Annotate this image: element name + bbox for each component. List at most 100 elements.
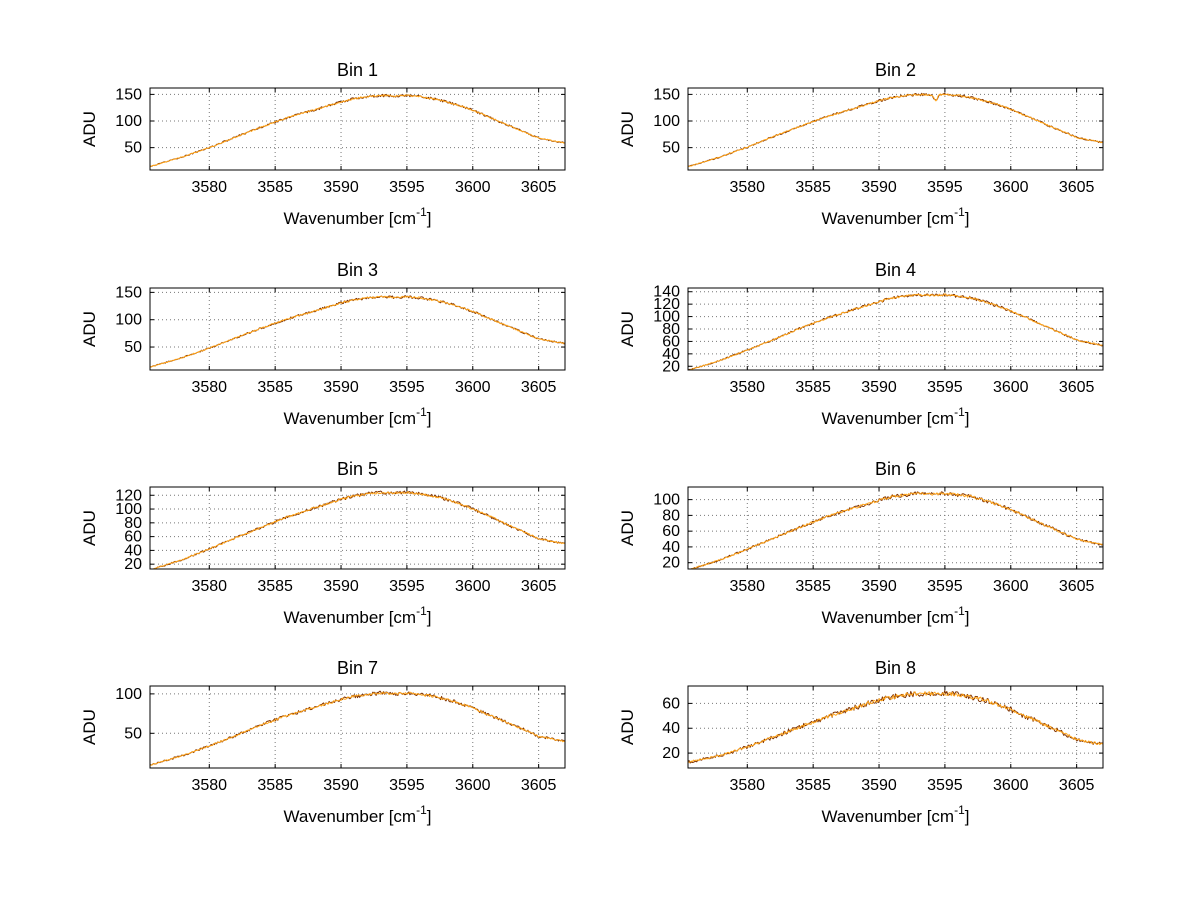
x-tick-label: 3580 <box>191 379 227 396</box>
series-group <box>150 490 565 569</box>
y-tick-label: 140 <box>653 284 680 301</box>
x-axis-label-base: Wavenumber [cm <box>284 209 417 228</box>
tick-marks <box>150 288 565 370</box>
grid <box>688 686 1103 768</box>
x-tick-label: 3595 <box>927 777 963 794</box>
x-axis-label: Wavenumber [cm-1] <box>822 405 970 428</box>
x-tick-label: 3595 <box>389 777 425 794</box>
x-tick-label: 3580 <box>729 179 765 196</box>
x-axis-label-close: ] <box>965 807 970 826</box>
subplot-bin-3: 3580 3585 3590 3595 3600 3605 50 100 150 Bin 3 ADU… <box>80 260 566 428</box>
y-tick-label: 100 <box>653 492 680 509</box>
x-axis-label-base: Wavenumber [cm <box>822 409 955 428</box>
y-tick-label: 100 <box>115 312 142 329</box>
series-line-main <box>150 94 565 167</box>
series-line-main <box>688 293 1103 370</box>
x-tick-label: 3595 <box>927 179 963 196</box>
axes-box <box>687 87 1104 171</box>
x-tick-label: 3580 <box>191 179 227 196</box>
x-tick-label: 3580 <box>191 777 227 794</box>
x-tick-label: 3585 <box>257 179 293 196</box>
y-tick-label: 100 <box>115 686 142 703</box>
y-axis-label: ADU <box>618 709 637 745</box>
y-tick-label: 80 <box>662 507 680 524</box>
x-tick-label: 3585 <box>795 578 831 595</box>
y-tick-label: 60 <box>124 529 142 546</box>
y-axis-label: ADU <box>618 311 637 347</box>
x-tick-label: 3580 <box>729 578 765 595</box>
y-tick-label: 100 <box>653 309 680 326</box>
y-tick-label: 100 <box>115 113 142 130</box>
x-axis-label: Wavenumber [cm-1] <box>284 205 432 228</box>
series-line-under <box>150 690 565 766</box>
x-tick-label: 3590 <box>323 379 359 396</box>
grid <box>150 686 565 768</box>
x-tick-label: 3600 <box>993 379 1029 396</box>
y-tick-label: 100 <box>115 501 142 518</box>
x-axis-label-base: Wavenumber [cm <box>284 409 417 428</box>
axes-box <box>149 486 566 570</box>
y-tick-label: 40 <box>662 346 680 363</box>
x-tick-label: 3600 <box>993 578 1029 595</box>
series-line-main <box>688 691 1103 763</box>
y-tick-label: 80 <box>124 515 142 532</box>
x-tick-label: 3600 <box>993 777 1029 794</box>
chart-title: Bin 1 <box>337 60 378 80</box>
x-axis-label-base: Wavenumber [cm <box>822 807 955 826</box>
y-tick-label: 150 <box>115 86 142 103</box>
x-tick-label: 3605 <box>521 379 557 396</box>
x-tick-label: 3580 <box>191 578 227 595</box>
subplot-bin-8: 3580 3585 3590 3595 3600 3605 20 40 60 Bin 8 ADU Wa… <box>618 658 1104 826</box>
x-axis-label-superscript: -1 <box>954 604 965 618</box>
grid <box>688 88 1103 170</box>
y-tick-label: 150 <box>115 284 142 301</box>
axes-box <box>149 87 566 171</box>
x-tick-label: 3590 <box>323 578 359 595</box>
grid <box>150 288 565 370</box>
x-axis-label: Wavenumber [cm-1] <box>284 405 432 428</box>
y-axis-label: ADU <box>618 111 637 147</box>
y-axis-label: ADU <box>80 111 99 147</box>
x-tick-label: 3600 <box>455 777 491 794</box>
chart-title: Bin 8 <box>875 658 916 678</box>
x-tick-label: 3585 <box>257 777 293 794</box>
x-tick-label: 3590 <box>323 777 359 794</box>
y-tick-label: 60 <box>662 695 680 712</box>
x-axis-label-superscript: -1 <box>416 803 427 817</box>
axes-box <box>149 287 566 371</box>
series-line-under <box>688 92 1103 167</box>
x-tick-label: 3605 <box>1059 777 1095 794</box>
tick-marks <box>150 686 565 768</box>
y-tick-label: 20 <box>662 555 680 572</box>
y-tick-label: 60 <box>662 523 680 540</box>
x-axis-label-close: ] <box>427 608 432 627</box>
y-tick-label: 120 <box>653 296 680 313</box>
x-tick-label: 3595 <box>389 379 425 396</box>
x-axis-label-superscript: -1 <box>954 205 965 219</box>
x-tick-label: 3595 <box>927 379 963 396</box>
x-tick-label: 3585 <box>795 179 831 196</box>
series-line-under <box>150 295 565 368</box>
x-axis-label-base: Wavenumber [cm <box>284 807 417 826</box>
x-axis-label-superscript: -1 <box>416 604 427 618</box>
y-axis-label: ADU <box>618 510 637 546</box>
y-tick-label: 50 <box>662 140 680 157</box>
x-axis-label: Wavenumber [cm-1] <box>822 803 970 826</box>
series-group <box>150 295 565 368</box>
tick-marks <box>150 487 565 569</box>
y-tick-label: 40 <box>662 539 680 556</box>
grid <box>150 88 565 170</box>
x-tick-label: 3590 <box>861 578 897 595</box>
y-tick-label: 150 <box>653 86 680 103</box>
subplot-bin-4: 3580 3585 3590 3595 3600 3605 2040608010012014… <box>618 260 1104 428</box>
series-line-under <box>150 490 565 569</box>
y-tick-label: 60 <box>662 333 680 350</box>
x-tick-label: 3585 <box>257 578 293 595</box>
y-tick-label: 100 <box>653 113 680 130</box>
y-axis-label: ADU <box>80 510 99 546</box>
x-tick-label: 3585 <box>795 777 831 794</box>
x-axis-label-superscript: -1 <box>954 405 965 419</box>
x-tick-label: 3605 <box>1059 179 1095 196</box>
tick-marks <box>150 88 565 170</box>
